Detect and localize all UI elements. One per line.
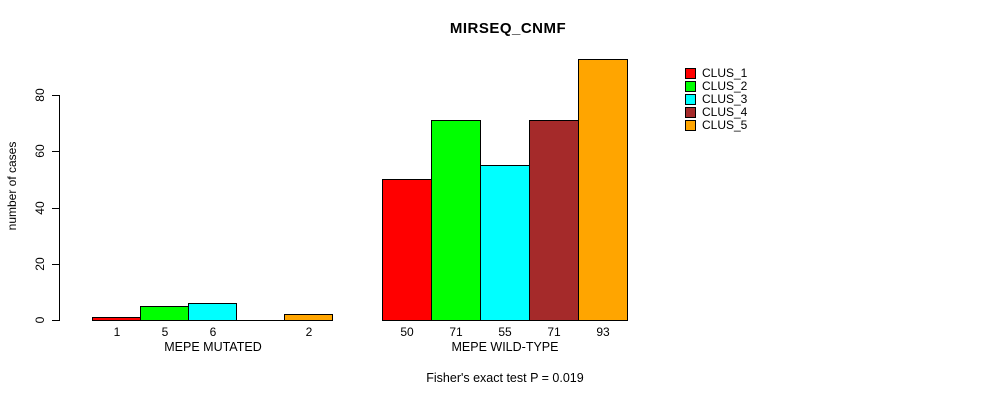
legend-swatch-clus_5 [685,120,696,131]
y-axis-tick [52,151,59,152]
chart-title: MIRSEQ_CNMF [449,20,567,37]
bar-value-label: 2 [305,325,313,339]
legend-item-clus_4: CLUS_4 [685,106,775,119]
caption-fisher-test: Fisher's exact test P = 0.019 [426,371,584,385]
legend-swatch-clus_3 [685,94,696,105]
legend-label: CLUS_5 [702,118,748,132]
y-axis-tick [52,95,59,96]
y-axis-tick-label: 80 [33,88,47,102]
y-axis-tick [52,320,59,321]
bar-value-label: 55 [498,325,512,339]
y-axis-tick [52,264,59,265]
bar-clus_5 [578,59,628,321]
legend-label: CLUS_2 [702,79,748,93]
bar-value-label: 1 [113,325,121,339]
y-axis-tick-label: 60 [33,144,47,158]
bar-clus_2 [140,306,189,321]
bar-clus_1 [92,317,141,321]
legend-swatch-clus_1 [685,68,696,79]
bar-value-label: 50 [400,325,414,339]
y-axis-title: number of cases [5,141,19,231]
bar-clus_3 [480,165,530,321]
legend-item-clus_2: CLUS_2 [685,80,775,93]
legend-item-clus_3: CLUS_3 [685,93,775,106]
legend-label: CLUS_4 [702,105,748,119]
legend-label: CLUS_1 [702,66,748,80]
y-axis-tick-label: 20 [33,257,47,271]
y-axis-tick-label: 0 [33,316,47,324]
bar-clus_5 [284,314,333,321]
y-axis-line [59,95,60,321]
legend-swatch-clus_2 [685,81,696,92]
bar-value-label: 71 [449,325,463,339]
group-label-mutated: MEPE MUTATED [164,340,262,354]
y-axis-tick-label: 40 [33,201,47,215]
bar-value-label: 71 [547,325,561,339]
bar-value-label: 5 [161,325,169,339]
legend-item-clus_5: CLUS_5 [685,119,775,132]
bar-value-label: 93 [596,325,610,339]
legend-item-clus_1: CLUS_1 [685,67,775,80]
group-label-wild-type: MEPE WILD-TYPE [451,340,559,354]
bar-clus_4 [529,120,579,321]
y-axis-tick [52,208,59,209]
bar-clus_1 [382,179,432,321]
legend-swatch-clus_4 [685,107,696,118]
bar-clus_2 [431,120,481,321]
bar-value-label: 6 [209,325,217,339]
bar-clus_3 [188,303,237,321]
legend-label: CLUS_3 [702,92,748,106]
